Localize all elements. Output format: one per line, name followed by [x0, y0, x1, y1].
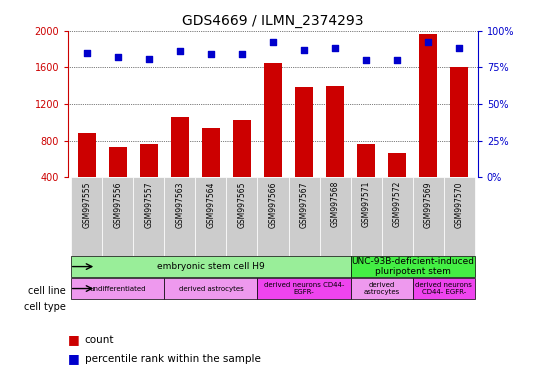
Bar [103, 177, 133, 256]
Bar [413, 177, 443, 256]
Point [114, 54, 122, 60]
Text: GSM997564: GSM997564 [206, 181, 216, 228]
Point [206, 51, 215, 57]
Bar [382, 177, 413, 256]
Point [424, 40, 432, 46]
Bar [78, 133, 96, 214]
Bar [443, 177, 474, 256]
Text: derived astrocytes: derived astrocytes [179, 286, 244, 291]
Text: cell line: cell line [28, 286, 66, 296]
Point [331, 45, 340, 51]
Text: ■: ■ [68, 333, 80, 346]
Text: GSM997563: GSM997563 [175, 181, 185, 228]
Bar [109, 147, 127, 214]
Text: GSM997565: GSM997565 [238, 181, 246, 228]
Text: count: count [85, 335, 114, 345]
Point [269, 40, 277, 46]
Bar [357, 144, 376, 214]
Text: GSM997557: GSM997557 [144, 181, 153, 228]
Bar [72, 278, 164, 299]
Text: GSM997555: GSM997555 [82, 181, 91, 228]
Text: GSM997566: GSM997566 [269, 181, 277, 228]
Bar [419, 35, 437, 214]
Bar [258, 177, 288, 256]
Bar [319, 177, 351, 256]
Text: undifferentiated: undifferentiated [90, 286, 146, 291]
Bar [351, 177, 382, 256]
Bar [233, 121, 251, 214]
Text: derived neurons
CD44- EGFR-: derived neurons CD44- EGFR- [415, 282, 472, 295]
Point [361, 57, 370, 63]
Bar [326, 86, 345, 214]
Point [82, 50, 91, 56]
Text: derived neurons CD44-
EGFR-: derived neurons CD44- EGFR- [264, 282, 344, 295]
Text: GSM997568: GSM997568 [330, 181, 340, 227]
Text: GSM997570: GSM997570 [455, 181, 464, 228]
Point [393, 57, 401, 63]
Point [455, 45, 464, 51]
Bar [164, 177, 195, 256]
Point [176, 48, 185, 54]
Text: GSM997571: GSM997571 [361, 181, 371, 227]
Text: GSM997556: GSM997556 [114, 181, 122, 228]
Point [300, 47, 308, 53]
Text: ■: ■ [68, 353, 80, 366]
Bar [258, 278, 351, 299]
Bar [351, 256, 474, 277]
Bar [72, 177, 103, 256]
Bar [227, 177, 258, 256]
Text: cell type: cell type [23, 302, 66, 312]
Bar [195, 177, 227, 256]
Text: GSM997567: GSM997567 [300, 181, 308, 228]
Text: percentile rank within the sample: percentile rank within the sample [85, 354, 260, 364]
Bar [288, 177, 319, 256]
Bar [413, 278, 474, 299]
Bar [164, 278, 258, 299]
Text: GSM997569: GSM997569 [424, 181, 432, 228]
Point [145, 55, 153, 61]
Bar [133, 177, 164, 256]
Text: embryonic stem cell H9: embryonic stem cell H9 [157, 262, 265, 271]
Title: GDS4669 / ILMN_2374293: GDS4669 / ILMN_2374293 [182, 14, 364, 28]
Text: GSM997572: GSM997572 [393, 181, 402, 227]
Text: derived
astrocytes: derived astrocytes [364, 282, 400, 295]
Point [238, 51, 246, 57]
Bar [450, 67, 468, 214]
Bar [170, 117, 189, 214]
Bar [72, 256, 351, 277]
Bar [264, 63, 282, 214]
Bar [201, 128, 220, 214]
Text: UNC-93B-deficient-induced
pluripotent stem: UNC-93B-deficient-induced pluripotent st… [351, 257, 474, 276]
Bar [140, 144, 158, 214]
Bar [351, 278, 413, 299]
Bar [295, 88, 313, 214]
Bar [388, 153, 406, 214]
